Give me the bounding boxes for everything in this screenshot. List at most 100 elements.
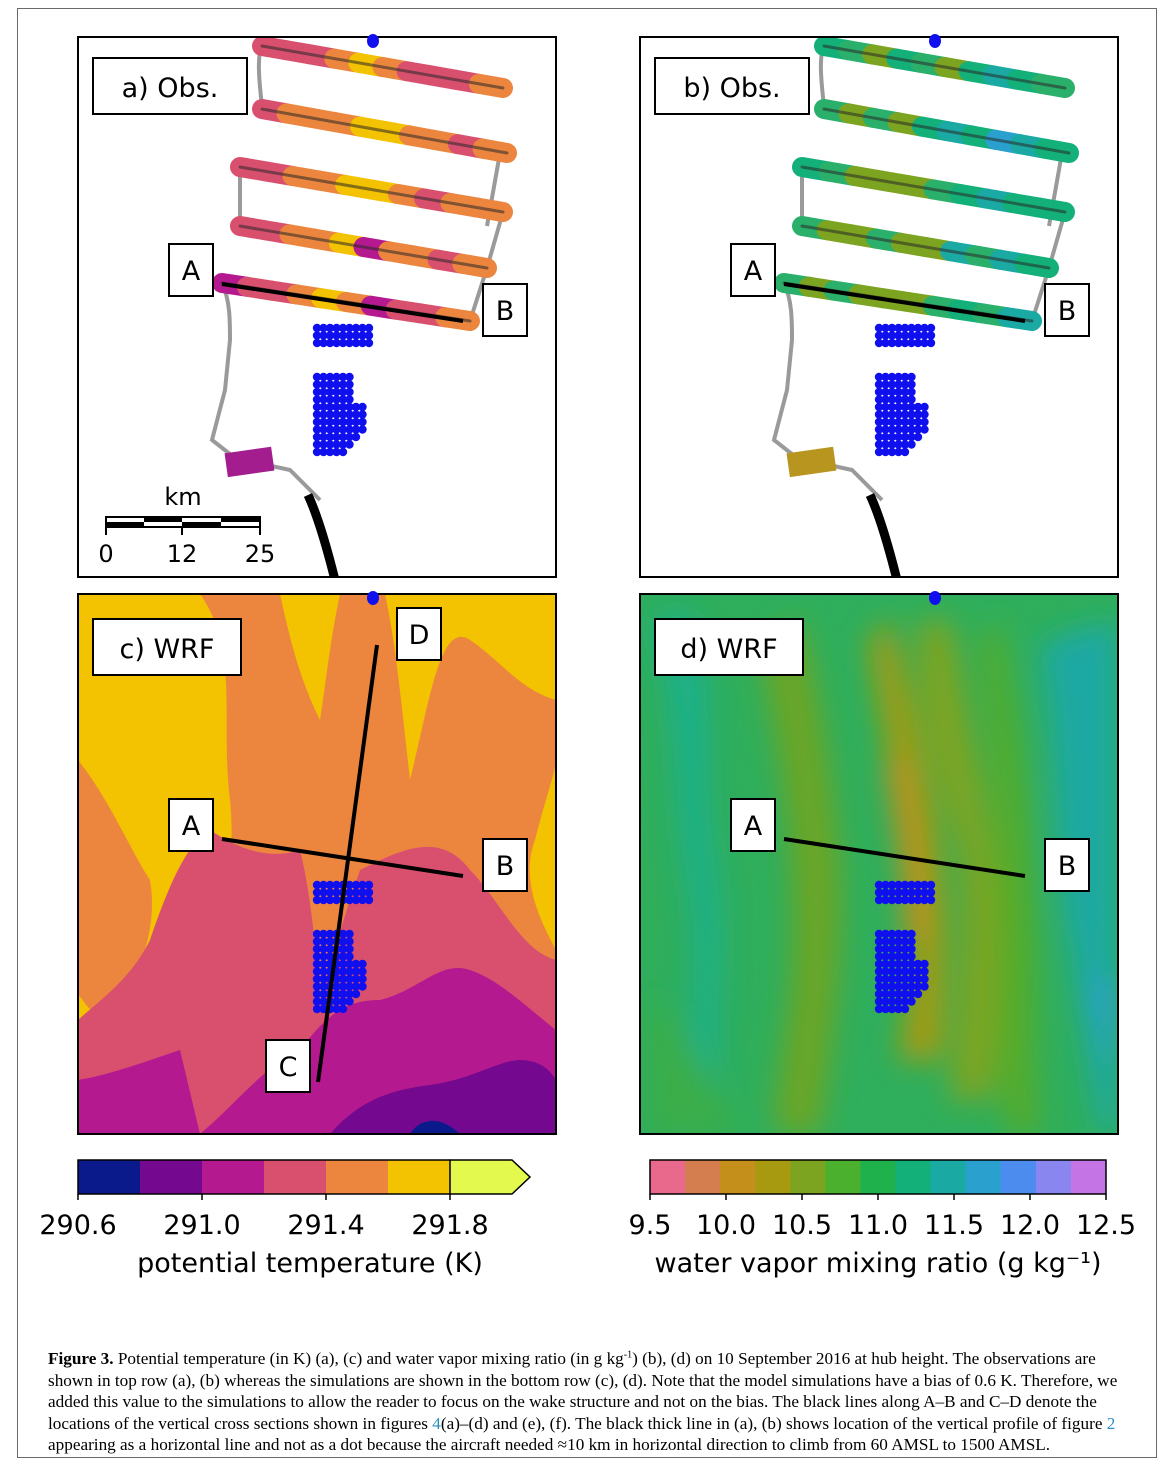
panel-a-turbine-89 [352,433,360,441]
hum-bin-4 [790,1160,826,1194]
panel-c-label-D: D [409,620,430,651]
panel-c-turbine-66 [358,967,366,975]
panel-c-turbine-82 [358,982,366,990]
panel-a-turbine-north [367,34,379,48]
panel-c-label-C: C [279,1052,298,1083]
panel-c-turbine-58 [358,960,366,968]
panel-a-label: a) Obs. [122,73,219,104]
colorbar-temperature: 290.6 291.0 291.4 291.8 potential temperatur… [39,1160,530,1279]
colorbar-humidity: 9.5 10.0 10.5 11.0 11.5 12.0 12.5water vapor m… [629,1160,1137,1279]
panel-d-turbine-82 [920,982,928,990]
panel-a-turbine-38 [345,380,353,388]
temp-bin-1 [140,1160,202,1194]
temp-colorbar-label: potential temperature (K) [137,1248,483,1279]
temp-tick-label-3: 291.8 [411,1210,488,1241]
panel-c-turbine-32 [345,930,353,938]
panel-d-turbine-44 [907,945,915,953]
panel-c-turbine-38 [345,937,353,945]
panel-b-turbine-66 [920,410,928,418]
panel-a-label-B: B [496,296,515,327]
panel-c-turbine-17 [365,888,373,896]
caption-text-1: Potential temperature (in K) (a), (c) an… [114,1349,624,1368]
panel-b-turbine-95 [907,440,915,448]
temp-bin-4 [326,1160,388,1194]
panel-a-turbine-95 [345,440,353,448]
temp-bin-5 [388,1160,450,1194]
hum-bin-10 [1001,1160,1037,1194]
panel-a-turbine-50 [345,395,353,403]
panel-d-turbine-32 [907,930,915,938]
panel-c-turbine-44 [345,945,353,953]
temp-bin-2 [202,1160,264,1194]
panel-d-turbine-95 [907,997,915,1005]
hum-bin-7 [896,1160,932,1194]
hum-tick-label-1: 10.0 [696,1210,756,1241]
panel-a-turbine-82 [358,425,366,433]
panel-b-label: b) Obs. [683,73,780,104]
panel-b-turbine-north [929,34,941,48]
caption-text-3: (a)–(d) and (e), (f). The black thick li… [441,1414,1107,1433]
panel-c-turbine-95 [345,997,353,1005]
panel-d-turbine-58 [920,960,928,968]
panel-a-turbine-44 [345,388,353,396]
scale-tick-1: 12 [167,540,198,568]
panel-d-label-B: B [1058,851,1077,882]
temp-bin-3 [264,1160,326,1194]
panel-d-label-A: A [744,811,763,842]
hum-bin-6 [860,1160,896,1194]
temp-tick-label-1: 291.0 [163,1210,240,1241]
hum-bin-12 [1071,1160,1107,1194]
panel-d-label: d) WRF [680,634,777,665]
caption-ref-figure-4[interactable]: 4 [432,1414,441,1433]
hum-bin-1 [685,1160,721,1194]
panel-b-turbine-26 [927,339,935,347]
panel-a-label-A: A [182,256,201,287]
panel-a-turbine-58 [358,403,366,411]
panel-d-turbine-74 [920,975,928,983]
panel-c-turbine-89 [352,990,360,998]
panel-c-label: c) WRF [120,634,215,665]
panel-a-turbine-8 [365,324,373,332]
hum-tick-label-4: 11.5 [924,1210,984,1241]
caption-ref-figure-2[interactable]: 2 [1107,1414,1116,1433]
panel-c-turbine-50 [345,952,353,960]
temp-bin-0 [78,1160,140,1194]
panel-d-turbine-17 [927,888,935,896]
panel-b-turbine-32 [907,373,915,381]
panel-c-turbine-74 [358,975,366,983]
panel-d-turbine-26 [927,896,935,904]
panel-d-turbine-north [929,591,941,605]
panel-b-turbine-100 [901,448,909,456]
temp-bin-extend [450,1160,530,1194]
panel-b-label-B: B [1058,296,1077,327]
panel-a-turbine-100 [339,448,347,456]
figure-canvas: a) Obs. km 0 12 25 b) Obs. [0,0,1173,1340]
panel-d-turbine-8 [927,881,935,889]
panel-a-turbine-26 [365,339,373,347]
hum-tick-label-2: 10.5 [772,1210,832,1241]
hum-tick-label-0: 9.5 [629,1210,672,1241]
panel-c-turbine-100 [339,1005,347,1013]
panel-c-label-A: A [182,811,201,842]
panel-b-turbine-82 [920,425,928,433]
hum-colorbar-label: water vapor mixing ratio (g kg⁻¹) [655,1248,1102,1279]
hum-bin-0 [650,1160,686,1194]
hum-bin-5 [825,1160,861,1194]
panel-d-turbine-50 [907,952,915,960]
panel-c-turbine-north [367,591,379,605]
panel-a-turbine-74 [358,418,366,426]
scale-bar-unit: km [164,483,201,511]
panel-a-turbine-32 [345,373,353,381]
hum-bin-3 [755,1160,791,1194]
panel-b-turbine-38 [907,380,915,388]
panel-b-turbine-8 [927,324,935,332]
panel-d-turbine-100 [901,1005,909,1013]
panel-b-turbine-74 [920,418,928,426]
panel-b-turbine-44 [907,388,915,396]
panel-c-label-B: B [496,851,515,882]
temp-tick-label-2: 291.4 [287,1210,364,1241]
figure-caption: Figure 3. Potential temperature (in K) (… [48,1348,1138,1456]
panel-c-turbine-8 [365,881,373,889]
caption-label: Figure 3. [48,1349,114,1368]
panel-d-turbine-89 [914,990,922,998]
